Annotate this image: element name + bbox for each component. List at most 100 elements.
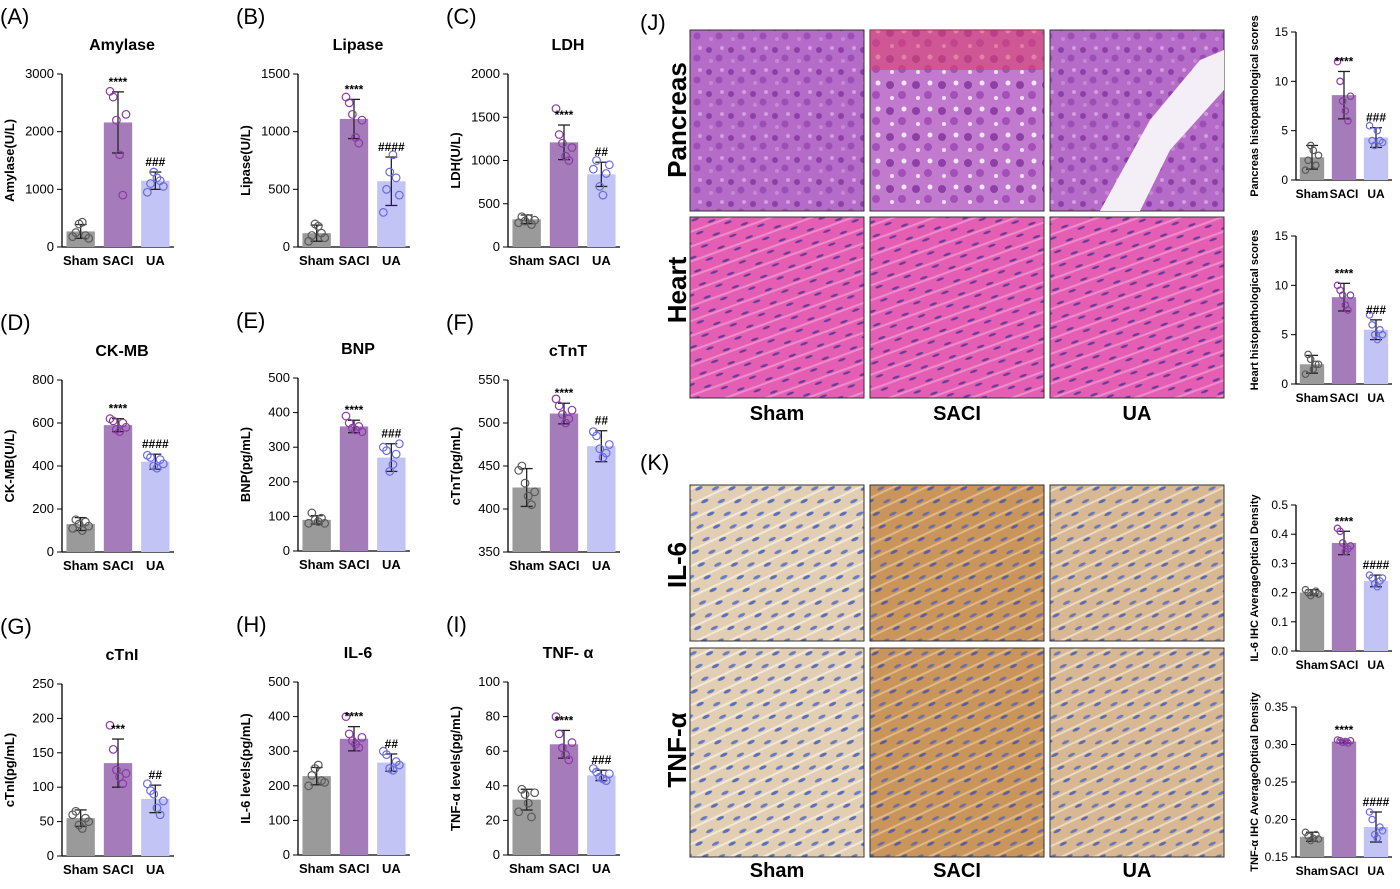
chart-k1: IL-6 IHC AverageOptical Density 0.0 0.1 0.2… xyxy=(1249,493,1392,672)
x-tick-label: UA xyxy=(592,861,611,876)
y-tick-label: 0.0 xyxy=(1271,644,1288,658)
data-point xyxy=(564,414,574,424)
bar-saci xyxy=(549,744,579,855)
y-tick-label: 500 xyxy=(478,196,500,211)
data-point xyxy=(108,416,118,426)
row-label-pancreas: Pancreas xyxy=(662,62,692,178)
y-tick-label: 400 xyxy=(268,709,290,724)
x-tick-label: UA xyxy=(382,861,401,876)
data-point xyxy=(388,460,398,469)
x-tick-label: UA xyxy=(146,253,165,268)
significance-label: ### xyxy=(1366,303,1386,317)
data-point xyxy=(1333,57,1342,66)
significance-label: *** xyxy=(111,722,125,736)
y-tick-label: 15 xyxy=(1275,25,1289,39)
significance-label: **** xyxy=(1335,514,1354,528)
chart-e: (E) BNP BNP(pg/mL) 0 100 200 300 400 500 Sham ****… xyxy=(236,308,410,572)
data-point xyxy=(1312,360,1320,369)
micrograph-heart-saci xyxy=(869,216,1045,399)
x-tick-label: Sham xyxy=(1296,864,1329,878)
data-point xyxy=(307,231,317,240)
micrograph-tnf-ua xyxy=(1049,647,1225,858)
y-tick-label: 40 xyxy=(486,778,500,793)
data-point xyxy=(77,526,87,535)
data-point xyxy=(354,743,364,753)
data-point xyxy=(1312,161,1320,170)
x-tick-label: SACI xyxy=(338,557,369,572)
x-tick-label: Sham xyxy=(1296,187,1329,201)
data-point xyxy=(108,92,118,102)
significance-label: **** xyxy=(1335,723,1354,737)
y-tick-label: 0.4 xyxy=(1271,527,1288,541)
y-tick-label: 1000 xyxy=(471,153,500,168)
bar-saci xyxy=(549,413,579,552)
micrograph-pancreas-saci-hemorrhage xyxy=(870,30,1044,70)
data-point xyxy=(152,803,162,813)
data-point xyxy=(158,182,168,191)
data-point xyxy=(382,184,391,194)
significance-label: ## xyxy=(385,737,399,751)
data-point xyxy=(382,446,391,456)
x-tick-label: UA xyxy=(382,253,401,268)
x-tick-label: Sham xyxy=(63,862,98,877)
data-point xyxy=(1301,166,1310,174)
col-label-j-ua: UA xyxy=(1123,403,1152,425)
bar-saci xyxy=(1331,741,1357,857)
y-tick-label: 600 xyxy=(32,415,54,430)
significance-label: **** xyxy=(345,710,364,724)
data-point xyxy=(520,478,530,488)
data-point xyxy=(146,179,155,188)
x-tick-label: UA xyxy=(382,557,401,572)
data-point xyxy=(84,521,94,531)
data-point xyxy=(71,806,81,816)
x-tick-label: UA xyxy=(592,253,611,268)
bar-sham xyxy=(1299,364,1325,384)
y-tick-label: 500 xyxy=(268,370,290,385)
significance-label: ## xyxy=(149,768,163,782)
y-tick-label: 0.20 xyxy=(1265,813,1289,827)
y-tick-label: 5 xyxy=(1281,124,1288,138)
data-point xyxy=(551,712,561,721)
data-point xyxy=(554,729,564,739)
data-point xyxy=(1346,542,1355,550)
chart-title: Lipase xyxy=(333,37,384,54)
y-axis-label: cTnT(pg/mL) xyxy=(448,427,463,506)
panel-label: (C) xyxy=(446,4,477,29)
x-tick-label: Sham xyxy=(299,557,334,572)
x-tick-label: SACI xyxy=(548,253,579,268)
data-point xyxy=(1370,141,1379,150)
bar-saci xyxy=(103,425,133,552)
x-tick-label: Sham xyxy=(63,558,98,573)
data-point xyxy=(1373,834,1382,843)
y-tick-label: 400 xyxy=(478,501,500,516)
y-tick-label: 0 xyxy=(283,847,290,862)
y-tick-label: 0.5 xyxy=(1271,498,1288,512)
micrograph-heart-sham xyxy=(689,216,865,399)
x-tick-label: SACI xyxy=(548,558,579,573)
data-point xyxy=(604,440,614,449)
data-point xyxy=(1314,360,1323,369)
x-tick-label: UA xyxy=(1367,864,1385,878)
y-tick-label: 300 xyxy=(268,743,290,758)
y-axis-label: cTnI(pg/mL) xyxy=(2,733,17,807)
chart-title: Amylase xyxy=(89,37,155,54)
data-point xyxy=(357,115,367,125)
data-point xyxy=(357,732,367,742)
data-point xyxy=(601,448,611,458)
chart-title: TNF- α xyxy=(543,645,594,662)
data-point xyxy=(551,104,561,113)
data-point xyxy=(1368,320,1376,329)
chart-b: (B) Lipase Lipase(U/L) 0 500 1000 1500 Sham ****… xyxy=(236,4,410,268)
y-tick-label: 0.15 xyxy=(1265,850,1289,864)
micrograph-tnf-saci xyxy=(869,647,1045,858)
data-point xyxy=(1368,815,1376,824)
data-point xyxy=(344,729,354,739)
panel-k: (K) IL-6 TNF-α Sham SACI UA xyxy=(640,450,1225,882)
data-point xyxy=(121,769,131,778)
chart-j1: Pancreas histopathological scores 0 5 10 15 S… xyxy=(1249,15,1392,201)
significance-label: ## xyxy=(595,145,609,159)
data-point xyxy=(558,410,567,419)
bar-ua xyxy=(587,446,616,552)
data-point xyxy=(1309,146,1318,155)
significance-label: ### xyxy=(1366,111,1386,125)
